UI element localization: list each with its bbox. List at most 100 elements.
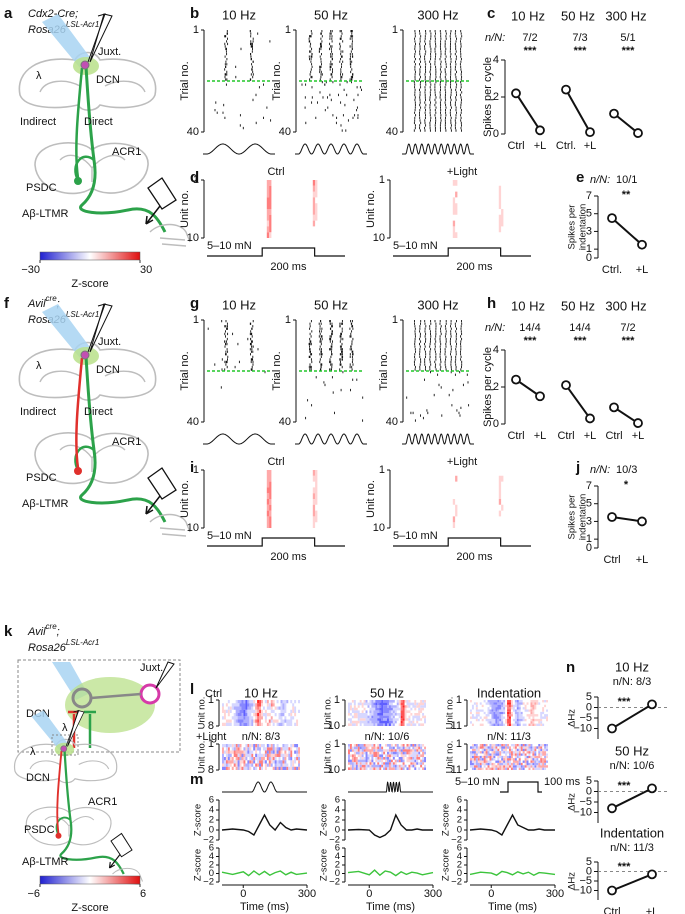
y-tick-label: 1 <box>285 24 291 36</box>
y-tick-label: 1 <box>456 694 462 706</box>
heatmap-background <box>207 180 345 238</box>
stimulus-waveform <box>402 433 474 445</box>
y-axis-label: Z-score <box>193 849 204 881</box>
n-label: 14/4 <box>519 322 540 334</box>
psdc-cell <box>55 832 62 839</box>
y-tick-label: 1 <box>334 738 340 750</box>
y-tick-label: 4 <box>335 851 340 862</box>
mean-point <box>647 783 657 794</box>
heatmap-cells <box>237 700 250 726</box>
stimulus-waveform <box>203 143 275 155</box>
y-tick-label: 4 <box>493 54 499 66</box>
circuit-sketch <box>18 303 191 537</box>
y-tick-label: 4 <box>209 805 214 816</box>
label: Aβ-LTMR <box>22 856 69 868</box>
x-tick-label: +L <box>646 906 659 914</box>
y-tick-label: 0 <box>335 868 340 879</box>
n-label: n/N: 11/3 <box>487 731 531 743</box>
nN-label: n/N: <box>590 464 610 476</box>
label: PSDC <box>26 472 57 484</box>
y-tick-label: 10 <box>373 522 385 534</box>
stimulus-waveform <box>295 433 367 445</box>
nN-label: n/N: <box>485 32 505 44</box>
genotype-part: LSL-Acr1 <box>66 638 99 647</box>
label: Direct <box>84 116 113 128</box>
label: DCN <box>26 772 50 784</box>
y-tick-label: 1 <box>456 738 462 750</box>
raster-title: 50 Hz <box>314 7 348 22</box>
label: λ <box>62 722 68 734</box>
nN-label: n/N: <box>485 322 505 334</box>
y-tick-label: −5 <box>579 796 592 808</box>
significance: *** <box>618 861 632 873</box>
label: Indirect <box>20 406 56 418</box>
stimulus-step <box>393 537 531 547</box>
y-tick-label: −2 <box>329 835 340 846</box>
stimulus-time: 200 ms <box>456 551 493 563</box>
brainstem-inner <box>39 80 146 93</box>
electrode-2 <box>87 13 106 63</box>
paw <box>149 513 191 537</box>
x-tick-label: Ctrl <box>603 906 620 914</box>
trace <box>221 870 308 877</box>
significance: *** <box>622 45 636 57</box>
x-tick-label: +L <box>584 140 597 152</box>
y-tick-label: 10 <box>187 232 199 244</box>
x-tick-label: +L <box>636 264 649 276</box>
y-tick-label: 40 <box>386 416 398 428</box>
stimulus-time: 200 ms <box>270 551 307 563</box>
label: λ <box>36 70 42 82</box>
heatmap-cells <box>470 744 548 770</box>
raster-title: 50 Hz <box>314 297 348 312</box>
y-tick-label: 6 <box>457 795 462 806</box>
y-axis-label: Spikes per cycle <box>482 57 494 137</box>
nN-label: n/N: <box>590 174 610 186</box>
light-cone <box>31 710 69 751</box>
y-tick-label: 2 <box>493 91 499 103</box>
genotype-part: cre <box>46 294 58 303</box>
spinal-cord-outline <box>25 806 112 846</box>
x-axis-label: Time (ms) <box>488 901 537 913</box>
y-axis-label: Unit no. <box>445 741 456 774</box>
y-tick-label: 0 <box>586 252 592 264</box>
trace <box>221 813 308 837</box>
trace <box>469 813 555 837</box>
raster-spikes <box>413 30 463 132</box>
grey-matter <box>59 154 126 182</box>
y-axis-label: Spikes per cycle <box>482 347 494 427</box>
probe <box>147 467 177 500</box>
y-tick-label: 40 <box>279 416 291 428</box>
raster-title: 300 Hz <box>417 7 458 22</box>
heatmap-title: Ctrl <box>267 456 284 468</box>
y-tick-label: −2 <box>203 877 214 888</box>
heatmap-title: Ctrl <box>267 166 284 178</box>
chart-title: 50 Hz <box>561 8 595 23</box>
mean-point <box>609 402 619 413</box>
n-label: n/N: 8/3 <box>242 731 281 743</box>
heatmap-cells <box>491 700 519 726</box>
genotype: Cdx2-Cre; <box>28 8 78 20</box>
genotype-part: Avil <box>27 298 46 310</box>
y-tick-label: −5 <box>579 875 592 887</box>
mean-point <box>511 374 521 385</box>
label: Indirect <box>20 116 56 128</box>
y-tick-label: 6 <box>335 795 340 806</box>
y-axis-label: Unit no. <box>179 190 191 228</box>
n-label: n/N: 10/6 <box>365 731 410 743</box>
x-tick-label: +L <box>632 430 645 442</box>
significance: *** <box>524 335 538 347</box>
heatmap-title: +Light <box>447 166 477 178</box>
x-tick-label: Ctrl <box>507 430 524 442</box>
stimulus-waveform <box>295 143 367 155</box>
significance: *** <box>618 696 632 708</box>
panel-letter: e <box>576 169 584 186</box>
mean-point <box>647 699 657 710</box>
psdc-axon <box>75 67 84 179</box>
y-tick-label: −10 <box>573 806 592 818</box>
y-tick-label: 0 <box>586 785 592 797</box>
heatmap-cells <box>222 744 300 770</box>
n-label: 7/2 <box>522 32 537 44</box>
y-axis-label: ΔHz <box>567 872 578 890</box>
n-label: 5/1 <box>620 32 635 44</box>
